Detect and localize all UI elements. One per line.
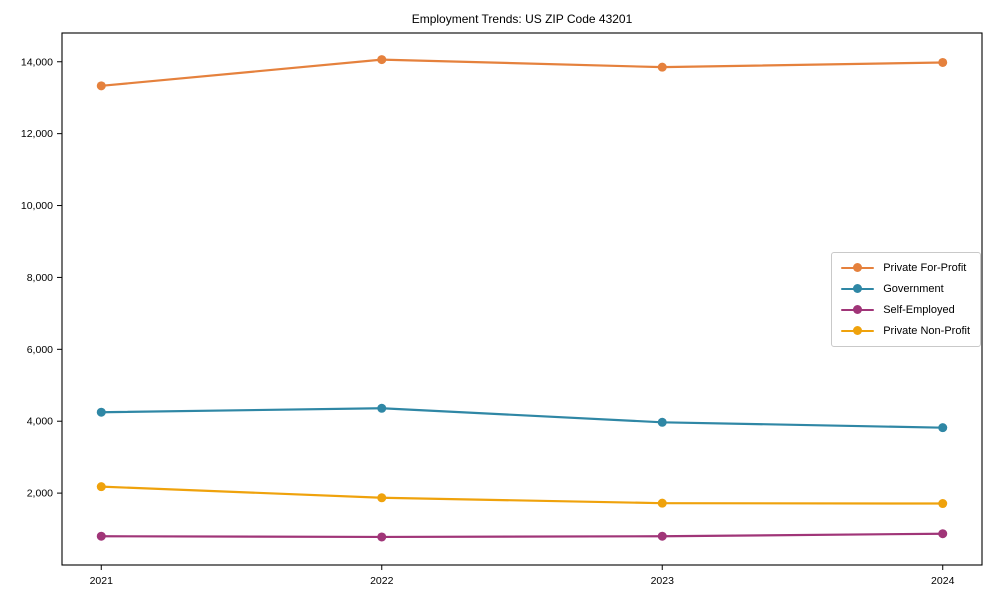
legend: Private For-Profit Government Self-Employe… xyxy=(831,252,981,347)
chart-title: Employment Trends: US ZIP Code 43201 xyxy=(411,12,633,26)
legend-item-private-for-profit: Private For-Profit xyxy=(841,260,970,276)
point-private-non-profit-2022 xyxy=(377,493,387,503)
legend-item-government: Government xyxy=(841,281,970,297)
legend-label: Self-Employed xyxy=(883,304,955,316)
legend-item-self-employed: Self-Employed xyxy=(841,302,970,318)
line-government xyxy=(100,407,944,429)
x-tick-label: 2023 xyxy=(651,575,675,587)
point-government-2022 xyxy=(377,403,387,413)
legend-marker-self-employed xyxy=(841,305,875,315)
legend-dot-icon xyxy=(853,284,863,294)
point-government-2023 xyxy=(657,417,667,427)
legend-dot-icon xyxy=(853,326,863,336)
legend-label: Government xyxy=(883,283,944,295)
legend-marker-government xyxy=(841,284,875,294)
point-self-employed-2023 xyxy=(657,531,667,541)
point-private-non-profit-2024 xyxy=(938,499,948,509)
y-tick-label: 6,000 xyxy=(27,344,53,356)
y-tick-label: 14,000 xyxy=(21,56,53,68)
line-private-non-profit xyxy=(100,485,944,505)
point-private-non-profit-2023 xyxy=(657,498,667,508)
legend-label: Private For-Profit xyxy=(883,262,967,274)
point-government-2021 xyxy=(96,407,106,417)
line-self-employed xyxy=(100,532,944,539)
y-tick-label: 4,000 xyxy=(27,416,53,428)
point-self-employed-2022 xyxy=(377,532,387,542)
legend-marker-private-non-profit xyxy=(841,326,875,336)
y-tick-label: 12,000 xyxy=(21,128,53,140)
point-self-employed-2024 xyxy=(938,529,948,539)
y-tick-label: 10,000 xyxy=(21,200,53,212)
y-tick-label: 8,000 xyxy=(27,272,53,284)
point-private-for-profit-2022 xyxy=(377,55,387,65)
x-tick-label: 2024 xyxy=(931,575,955,587)
legend-dot-icon xyxy=(853,305,863,315)
line-private-for-profit xyxy=(100,58,944,87)
point-self-employed-2021 xyxy=(96,531,106,541)
legend-label: Private Non-Profit xyxy=(883,325,970,337)
point-government-2024 xyxy=(938,423,948,433)
y-tick-label: 2,000 xyxy=(27,488,53,500)
plot-border xyxy=(61,32,983,566)
x-tick-label: 2021 xyxy=(90,575,114,587)
point-private-non-profit-2021 xyxy=(96,482,106,492)
point-private-for-profit-2023 xyxy=(657,62,667,72)
point-private-for-profit-2024 xyxy=(938,57,948,67)
point-private-for-profit-2021 xyxy=(96,81,106,91)
legend-marker-private-for-profit xyxy=(841,263,875,273)
legend-dot-icon xyxy=(853,263,863,273)
x-tick-label: 2022 xyxy=(370,575,394,587)
legend-item-private-non-profit: Private Non-Profit xyxy=(841,323,970,339)
